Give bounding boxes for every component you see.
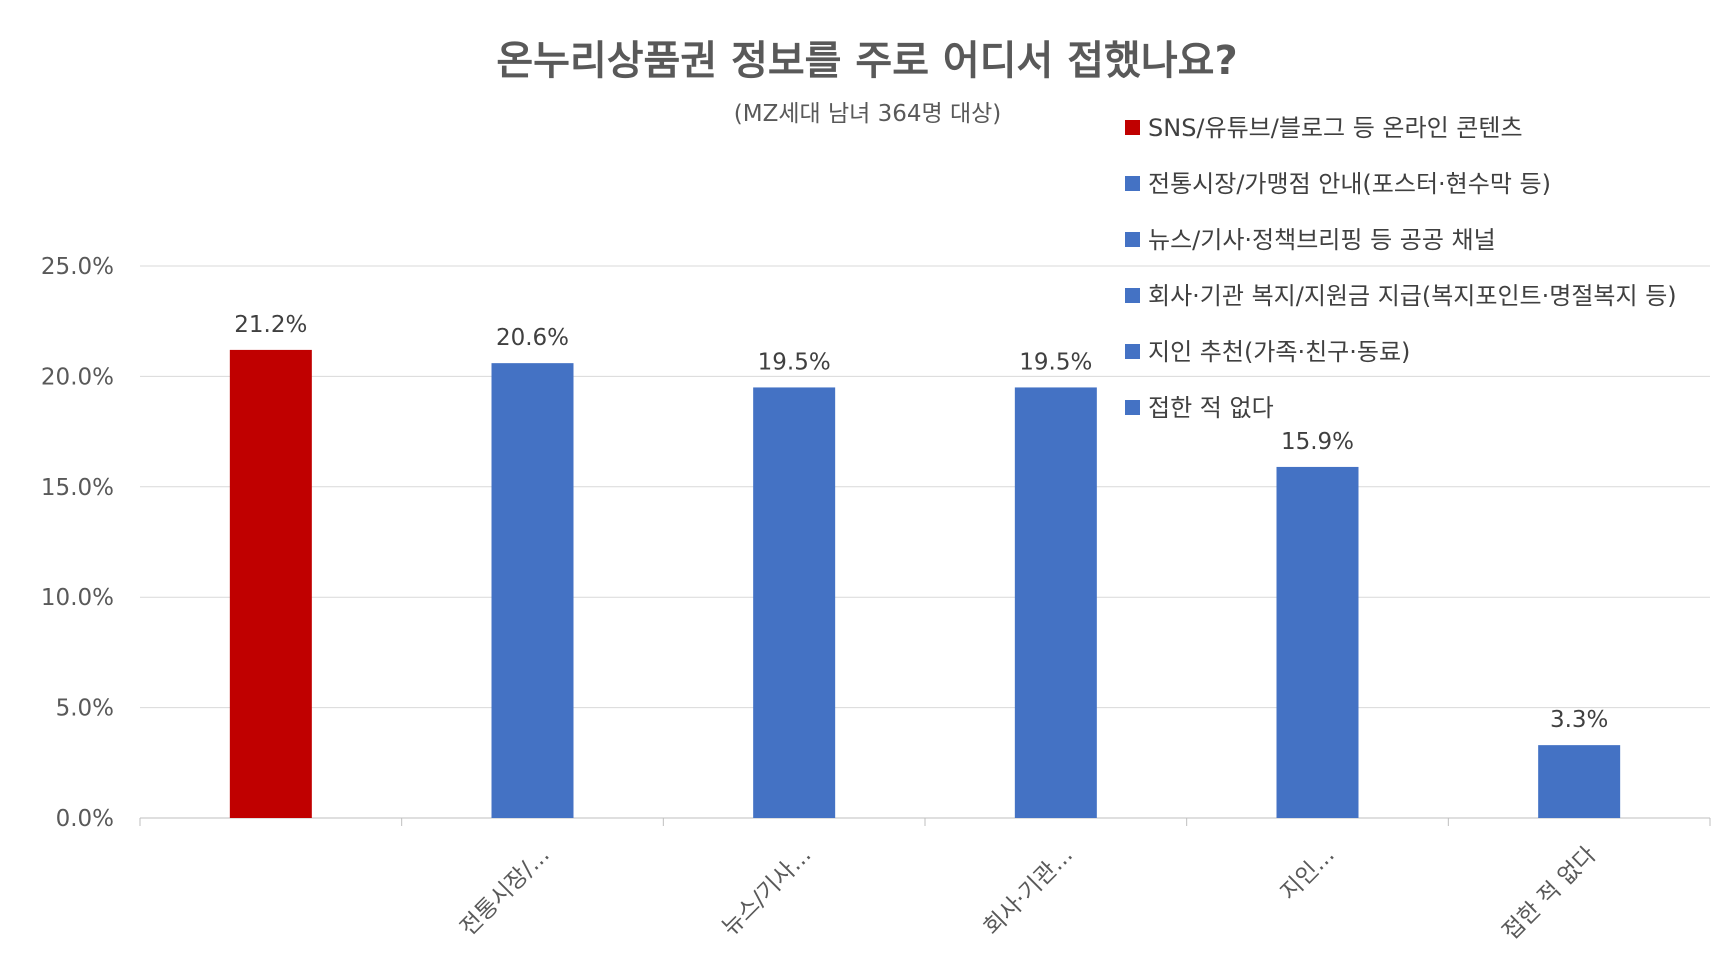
y-tick-label: 5.0%	[56, 696, 114, 722]
x-tick-label: 전통시장/...	[456, 842, 555, 941]
y-tick-label: 10.0%	[41, 585, 114, 611]
bar	[753, 387, 836, 818]
data-label: 15.9%	[1281, 429, 1354, 455]
legend-item: 전통시장/가맹점 안내(포스터·현수막 등)	[1125, 164, 1551, 199]
legend-swatch	[1125, 231, 1140, 247]
legend-item: 지인 추천(가족·친구·동료)	[1125, 332, 1410, 367]
y-tick-label: 0.0%	[56, 806, 114, 832]
data-label: 20.6%	[496, 325, 569, 351]
bar	[491, 363, 574, 818]
legend-label: SNS/유튜브/블로그 등 온라인 콘텐츠	[1148, 114, 1523, 142]
legend-swatch	[1125, 343, 1140, 359]
data-label: 3.3%	[1550, 707, 1608, 733]
legend-label: 전통시장/가맹점 안내(포스터·현수막 등)	[1148, 170, 1551, 198]
data-label: 19.5%	[758, 349, 831, 375]
legend-item: 회사·기관 복지/지원금 지급(복지포인트·명절복지 등)	[1125, 276, 1677, 311]
chart-subtitle: (MZ세대 남녀 364명 대상)	[733, 101, 1002, 127]
y-tick-label: 15.0%	[41, 475, 114, 501]
bar	[1538, 745, 1621, 818]
y-tick-label: 20.0%	[41, 364, 114, 390]
legend-item: SNS/유튜브/블로그 등 온라인 콘텐츠	[1125, 108, 1523, 143]
chart-title: 온누리상품권 정보를 주로 어디서 접했나요?	[496, 38, 1238, 84]
legend-swatch	[1125, 287, 1140, 303]
legend-label: 접한 적 없다	[1148, 394, 1274, 422]
legend-swatch	[1125, 119, 1140, 135]
data-label: 19.5%	[1019, 349, 1092, 375]
data-label: 21.2%	[234, 312, 307, 338]
legend-item: 뉴스/기사·정책브리핑 등 공공 채널	[1125, 220, 1496, 255]
x-tick-label: 지인...	[1276, 842, 1340, 906]
legend-label: 회사·기관 복지/지원금 지급(복지포인트·명절복지 등)	[1148, 282, 1677, 310]
legend-swatch	[1125, 399, 1140, 415]
x-tick-label: 회사·기관...	[979, 842, 1078, 941]
legend-label: 지인 추천(가족·친구·동료)	[1148, 338, 1411, 366]
x-tick-label: 뉴스/기사...	[717, 842, 816, 941]
x-tick-label: 접한 적 없다	[1498, 842, 1602, 946]
y-tick-label: 25.0%	[41, 254, 114, 280]
legend-item: 접한 적 없다	[1125, 388, 1274, 423]
bar	[1014, 387, 1097, 818]
bar	[1276, 466, 1359, 818]
legend-swatch	[1125, 175, 1140, 191]
legend-label: 뉴스/기사·정책브리핑 등 공공 채널	[1148, 226, 1496, 254]
bar	[229, 349, 312, 818]
